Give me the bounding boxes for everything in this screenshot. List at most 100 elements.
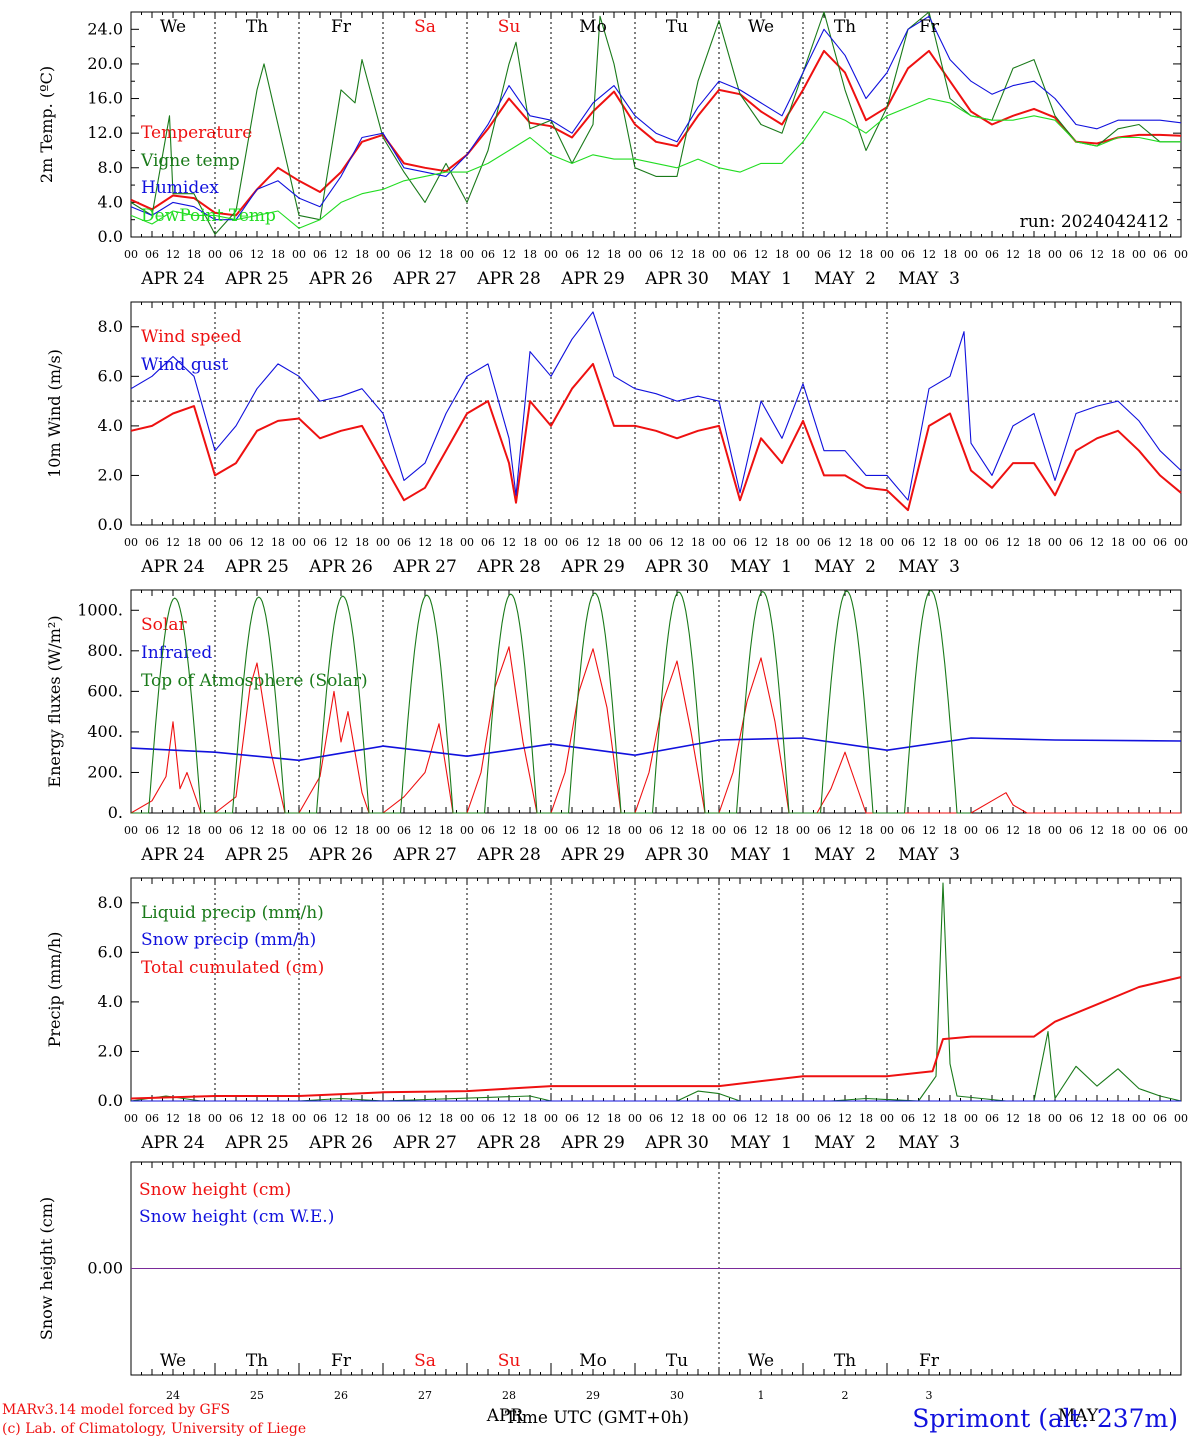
hour-label: 12: [754, 248, 768, 261]
hour-label: 18: [859, 536, 873, 549]
hour-label: 00: [1174, 248, 1188, 261]
legend-total-cumulated-cm-: Total cumulated (cm): [141, 958, 324, 978]
hour-label: 00: [1132, 824, 1146, 837]
hour-label: 00: [460, 248, 474, 261]
credit-line-2: (c) Lab. of Climatology, University of L…: [2, 1421, 306, 1437]
weekday-label-bottom: We: [160, 1351, 186, 1371]
hour-label: 12: [334, 1112, 348, 1125]
hour-label: 00: [1048, 248, 1062, 261]
hour-label: 00: [964, 824, 978, 837]
hour-label: 06: [565, 1112, 579, 1125]
date-label: APR 30: [644, 1133, 709, 1153]
plot-frame: [130, 11, 1182, 238]
date-label: MAY 2: [814, 269, 876, 289]
day-number-label: 29: [586, 1389, 600, 1402]
hour-label: 18: [523, 1112, 537, 1125]
hour-label: 06: [1069, 248, 1083, 261]
hour-label: 18: [1111, 1112, 1125, 1125]
hour-label: 12: [418, 536, 432, 549]
hour-label: 06: [229, 536, 243, 549]
date-label: APR 30: [644, 845, 709, 865]
y-tick-label: 200.: [87, 762, 123, 781]
hour-label: 06: [145, 1112, 159, 1125]
hour-label: 12: [586, 536, 600, 549]
hour-label: 00: [1048, 824, 1062, 837]
hour-label: 18: [607, 248, 621, 261]
hour-label: 00: [796, 248, 810, 261]
date-label: APR 28: [476, 557, 541, 577]
date-label: APR 30: [644, 557, 709, 577]
date-label: APR 27: [392, 269, 457, 289]
date-label: MAY 2: [814, 845, 876, 865]
hour-label: 12: [166, 1112, 180, 1125]
hour-label: 18: [1027, 248, 1041, 261]
date-label: APR 26: [308, 1133, 373, 1153]
hour-label: 06: [397, 1112, 411, 1125]
date-label: MAY 2: [814, 557, 876, 577]
date-label: APR 24: [140, 557, 205, 577]
hour-label: 12: [502, 1112, 516, 1125]
hour-label: 12: [754, 1112, 768, 1125]
hour-label: 18: [607, 536, 621, 549]
hour-label: 06: [1153, 536, 1167, 549]
hour-label: 00: [964, 1112, 978, 1125]
x-axis-title: Time UTC (GMT+0h): [505, 1408, 689, 1428]
hour-label: 06: [229, 1112, 243, 1125]
hour-label: 18: [859, 824, 873, 837]
date-label: APR 24: [140, 845, 205, 865]
legend-snow-height-cm-w-e-: Snow height (cm W.E.): [139, 1207, 334, 1227]
hour-label: 00: [376, 536, 390, 549]
legend-snow-height-cm-: Snow height (cm): [139, 1180, 291, 1200]
hour-label: 18: [1111, 248, 1125, 261]
weekday-label-top: Tu: [666, 17, 688, 37]
date-label: MAY 3: [898, 269, 960, 289]
day-number-label: 28: [502, 1389, 516, 1402]
y-tick-label: 8.0: [98, 158, 123, 177]
plot-frame: [130, 589, 1182, 814]
hour-label: 06: [817, 1112, 831, 1125]
weekday-label-bottom: Fr: [331, 1351, 352, 1371]
hour-label: 18: [607, 824, 621, 837]
hour-label: 00: [712, 536, 726, 549]
hour-label: 12: [754, 824, 768, 837]
hour-label: 12: [922, 1112, 936, 1125]
hour-label: 18: [859, 1112, 873, 1125]
panel-1: 0.0 4.0 8.0 12.0 16.0 20.0 24.0 2m Temp. (ºC) Te…: [37, 11, 1188, 289]
hour-label: 12: [670, 536, 684, 549]
weekday-label-top: Fr: [331, 17, 352, 37]
hour-label: 06: [229, 824, 243, 837]
hour-label: 12: [586, 824, 600, 837]
series-line-wind-gust: [130, 311, 1182, 501]
hour-label: 18: [271, 1112, 285, 1125]
date-label: APR 28: [476, 269, 541, 289]
y-tick-label: 4.0: [98, 192, 123, 211]
legend-liquid-precip-mm-h-: Liquid precip (mm/h): [141, 903, 324, 923]
hour-label: 06: [1153, 248, 1167, 261]
hour-label: 00: [208, 1112, 222, 1125]
weekday-label-bottom: Th: [246, 1351, 268, 1371]
hour-label: 12: [754, 536, 768, 549]
run-label: run: 2024042412: [1020, 212, 1169, 232]
weekday-label-bottom: Tu: [666, 1351, 688, 1371]
hour-label: 00: [964, 536, 978, 549]
hour-label: 06: [649, 536, 663, 549]
hour-label: 00: [376, 824, 390, 837]
hour-label: 18: [691, 1112, 705, 1125]
hour-label: 18: [355, 824, 369, 837]
y-tick-label: 1000.: [77, 600, 123, 619]
hour-label: 06: [313, 248, 327, 261]
hour-label: 12: [1006, 1112, 1020, 1125]
hour-label: 06: [313, 1112, 327, 1125]
hour-label: 00: [880, 248, 894, 261]
day-number-label: 1: [758, 1389, 765, 1402]
hour-label: 18: [1027, 536, 1041, 549]
hour-label: 00: [124, 824, 138, 837]
date-label: APR 28: [476, 845, 541, 865]
weekday-label-top: Th: [834, 17, 856, 37]
hour-label: 06: [1069, 824, 1083, 837]
hour-label: 12: [1090, 1112, 1104, 1125]
hour-label: 00: [880, 536, 894, 549]
date-label: APR 27: [392, 1133, 457, 1153]
y-tick-label: 8.0: [98, 893, 123, 912]
